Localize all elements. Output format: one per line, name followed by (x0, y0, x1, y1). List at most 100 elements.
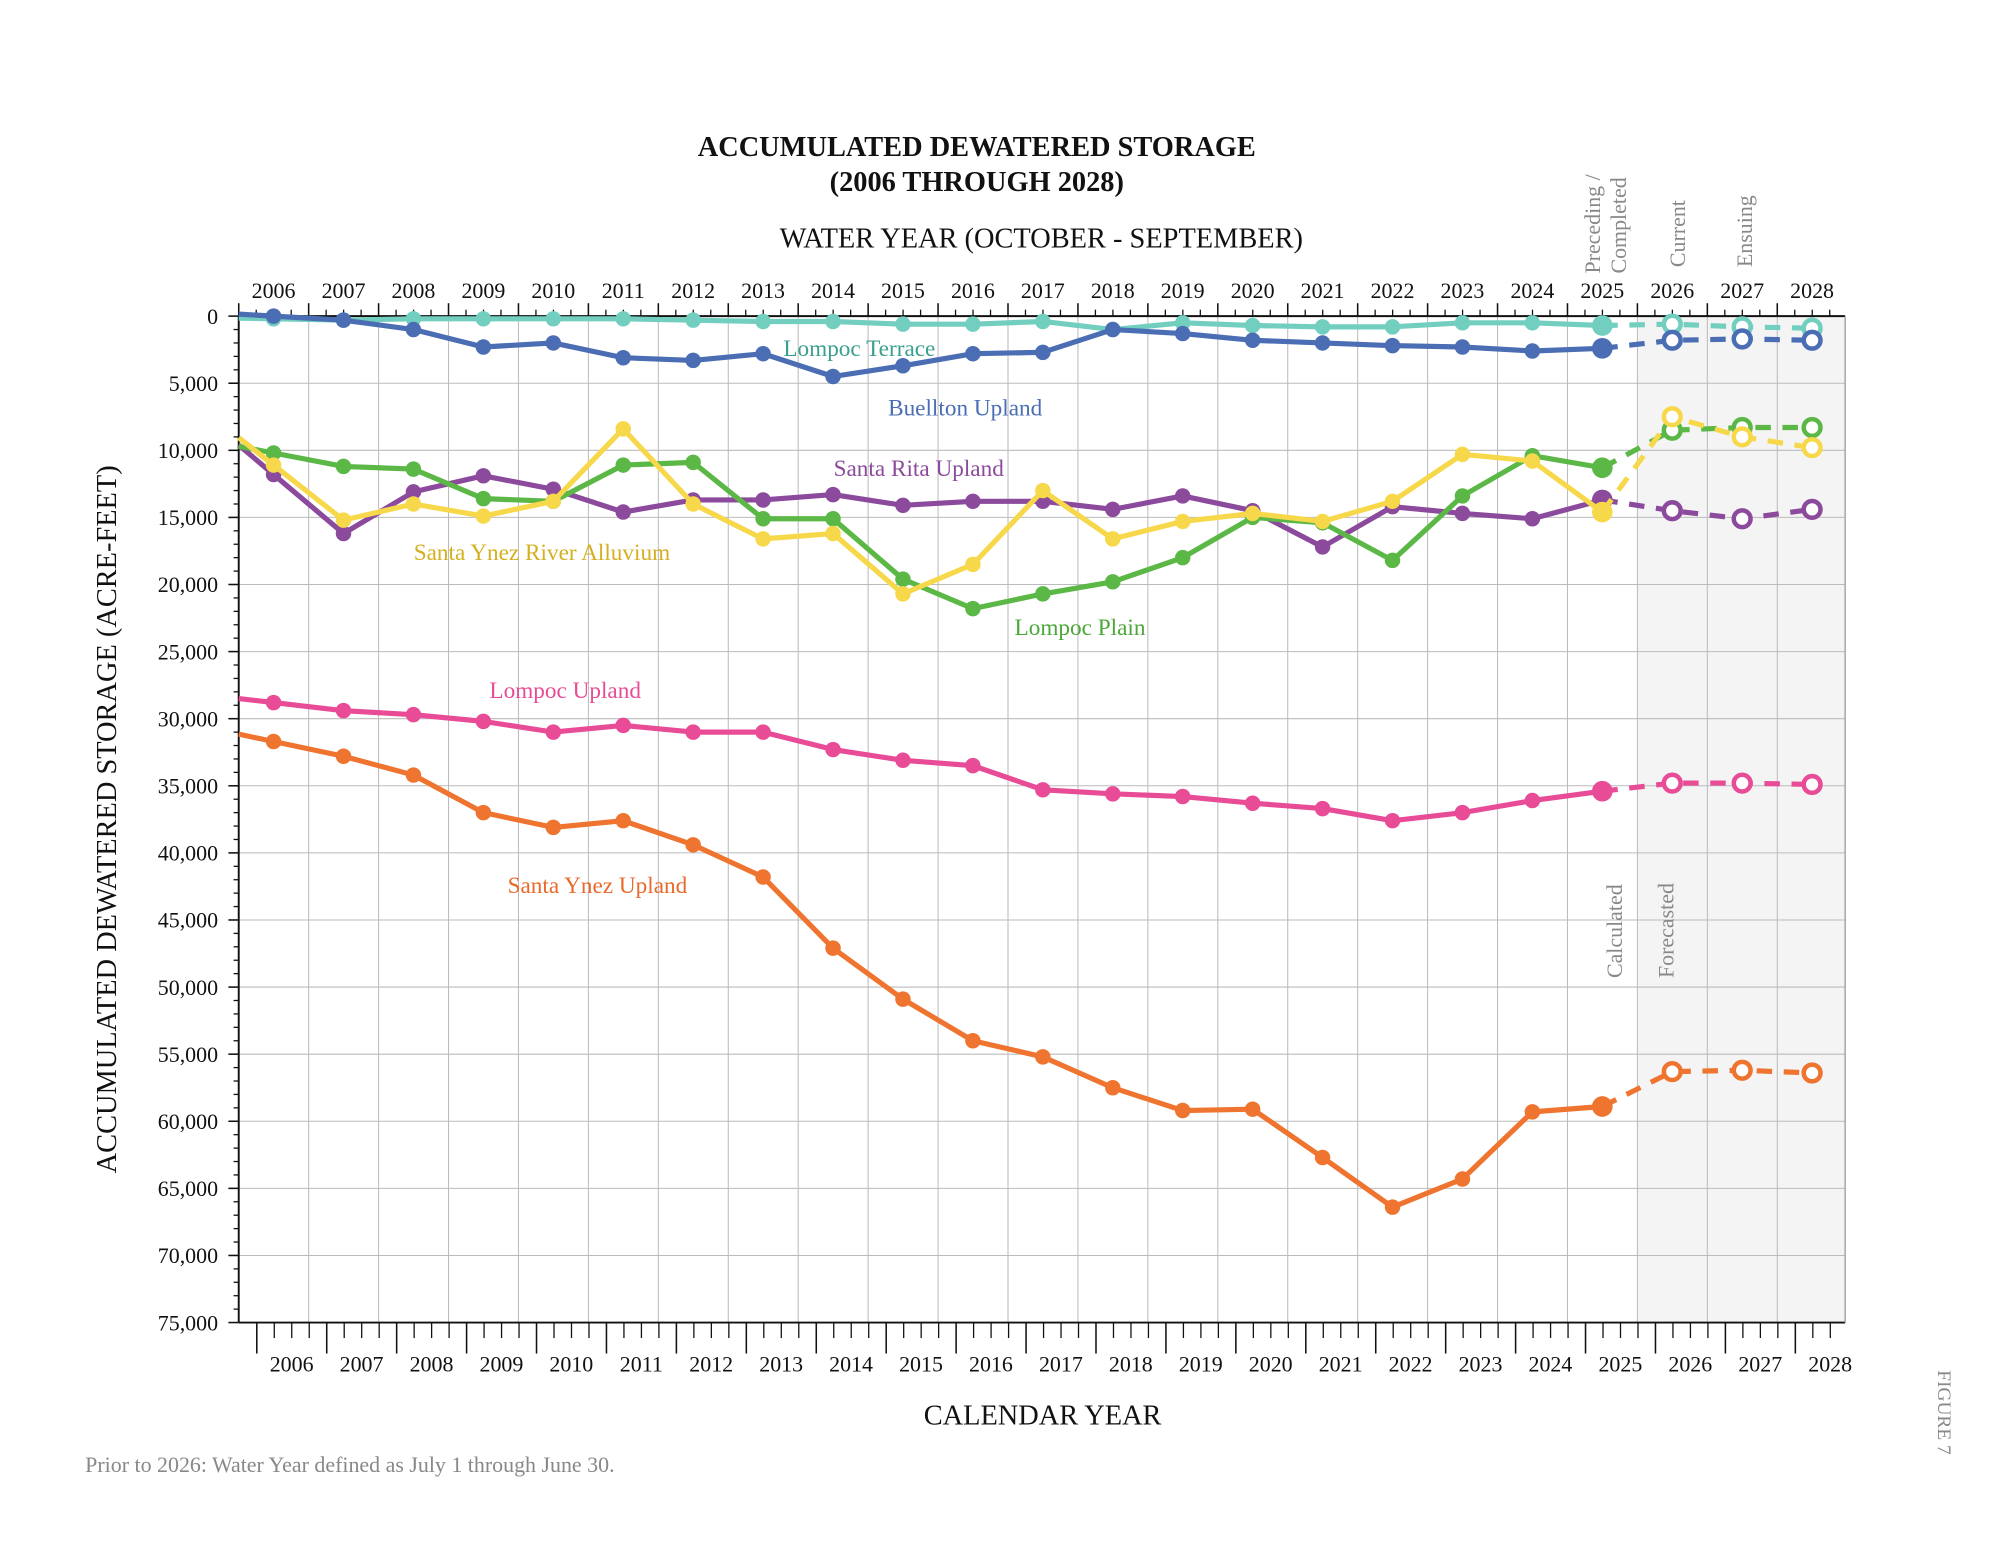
y-tick-label: 5,000 (169, 371, 218, 396)
region-label-forecasted: Forecasted (1654, 883, 1679, 978)
figure-label: FIGURE 7 (1933, 1370, 1954, 1455)
forecast-point (1661, 406, 1683, 428)
calendar-year-label: 2006 (270, 1352, 314, 1377)
data-point (265, 308, 282, 324)
forecast-line (1601, 497, 1813, 522)
period-label-preceding-2: Completed (1606, 177, 1631, 273)
data-point (685, 496, 701, 512)
data-point (1591, 457, 1613, 479)
data-point (1105, 321, 1121, 338)
data-point (475, 490, 492, 507)
forecast-line (1602, 780, 1813, 794)
data-point (615, 812, 631, 829)
data-point (895, 752, 911, 769)
forecast-point (1661, 1060, 1683, 1083)
series-label: Buellton Upland (888, 395, 1043, 421)
data-point (1524, 792, 1541, 809)
data-point (965, 600, 981, 617)
data-point (1244, 505, 1261, 522)
y-axis-label: ACCUMULATED DEWATERED STORAGE (ACRE-FEET… (92, 465, 123, 1173)
data-point (965, 345, 981, 362)
data-point (1384, 812, 1401, 829)
grid (238, 315, 1846, 1324)
data-point (755, 313, 771, 330)
data-point (755, 345, 771, 362)
data-point (1174, 513, 1191, 530)
forecast-line (1600, 413, 1813, 514)
y-tick-label: 0 (207, 304, 218, 329)
data-point (1244, 795, 1261, 811)
series-santa-ynez-river-alluvium: Santa Ynez River Alluvium (237, 406, 1823, 602)
water-year-label: 2010 (531, 278, 575, 303)
water-year-label: 2016 (951, 278, 995, 303)
water-year-label: 2008 (392, 278, 436, 303)
water-year-label: 2007 (322, 278, 366, 303)
y-tick-label: 20,000 (158, 572, 218, 597)
data-point (475, 713, 492, 730)
data-point (475, 468, 492, 484)
calendar-year-label: 2023 (1459, 1352, 1503, 1377)
data-point (825, 940, 841, 956)
y-tick-label: 15,000 (158, 505, 218, 530)
data-point (405, 767, 422, 783)
data-point (1314, 800, 1331, 817)
forecast-region-shade (1637, 316, 1846, 1323)
data-point (475, 508, 492, 524)
data-point (1591, 1096, 1613, 1117)
data-point (1384, 493, 1401, 510)
data-point (405, 706, 422, 723)
data-point (1174, 315, 1191, 331)
forecast-line (1602, 336, 1813, 351)
data-point (545, 335, 562, 351)
data-point (335, 525, 352, 542)
series-buellton-upland: Buellton Upland (238, 308, 1823, 421)
data-point (685, 454, 701, 471)
calendar-year-label: 2008 (410, 1352, 454, 1377)
water-year-label: 2024 (1510, 278, 1554, 303)
data-point (1244, 332, 1261, 349)
data-point (1454, 315, 1471, 331)
data-point (1591, 315, 1613, 336)
data-point (1524, 343, 1541, 359)
y-tick-label: 40,000 (158, 841, 218, 866)
y-tick-label: 50,000 (158, 975, 218, 1000)
forecast-point (1661, 772, 1683, 794)
data-point (615, 421, 631, 437)
data-point (475, 804, 492, 821)
data-point (1105, 531, 1121, 547)
data-point (1384, 1199, 1401, 1215)
data-point (545, 819, 562, 836)
data-point (755, 869, 771, 885)
data-point (1174, 788, 1191, 805)
data-point (825, 368, 841, 385)
series-layer: Lompoc Terrace Buellton Upland Santa Rita … (237, 308, 1823, 1215)
data-point (1244, 317, 1261, 334)
forecast-point (1801, 773, 1823, 796)
y-tick-label: 10,000 (158, 438, 218, 463)
water-year-label: 2017 (1021, 278, 1065, 303)
data-point (1035, 344, 1051, 361)
forecast-point (1731, 508, 1753, 530)
data-point (895, 571, 911, 587)
data-point (335, 312, 352, 328)
data-point (1105, 501, 1121, 518)
data-point (405, 321, 422, 338)
data-point (1174, 1102, 1191, 1119)
calendar-year-label: 2016 (969, 1352, 1013, 1377)
forecast-point (1801, 498, 1823, 521)
y-tick-label: 60,000 (158, 1109, 218, 1134)
data-point (1314, 513, 1331, 530)
data-point (1035, 782, 1051, 798)
series-label: Santa Ynez River Alluvium (414, 540, 670, 566)
forecast-line (1602, 321, 1813, 331)
data-point (1384, 337, 1401, 354)
data-point (1454, 1171, 1471, 1187)
data-point (1384, 319, 1401, 335)
data-point (335, 512, 352, 528)
data-point (615, 717, 631, 734)
y-tick-label: 75,000 (158, 1310, 218, 1335)
data-point (895, 316, 911, 332)
data-point (1314, 335, 1331, 351)
data-point (825, 525, 841, 542)
data-point (1591, 780, 1613, 802)
